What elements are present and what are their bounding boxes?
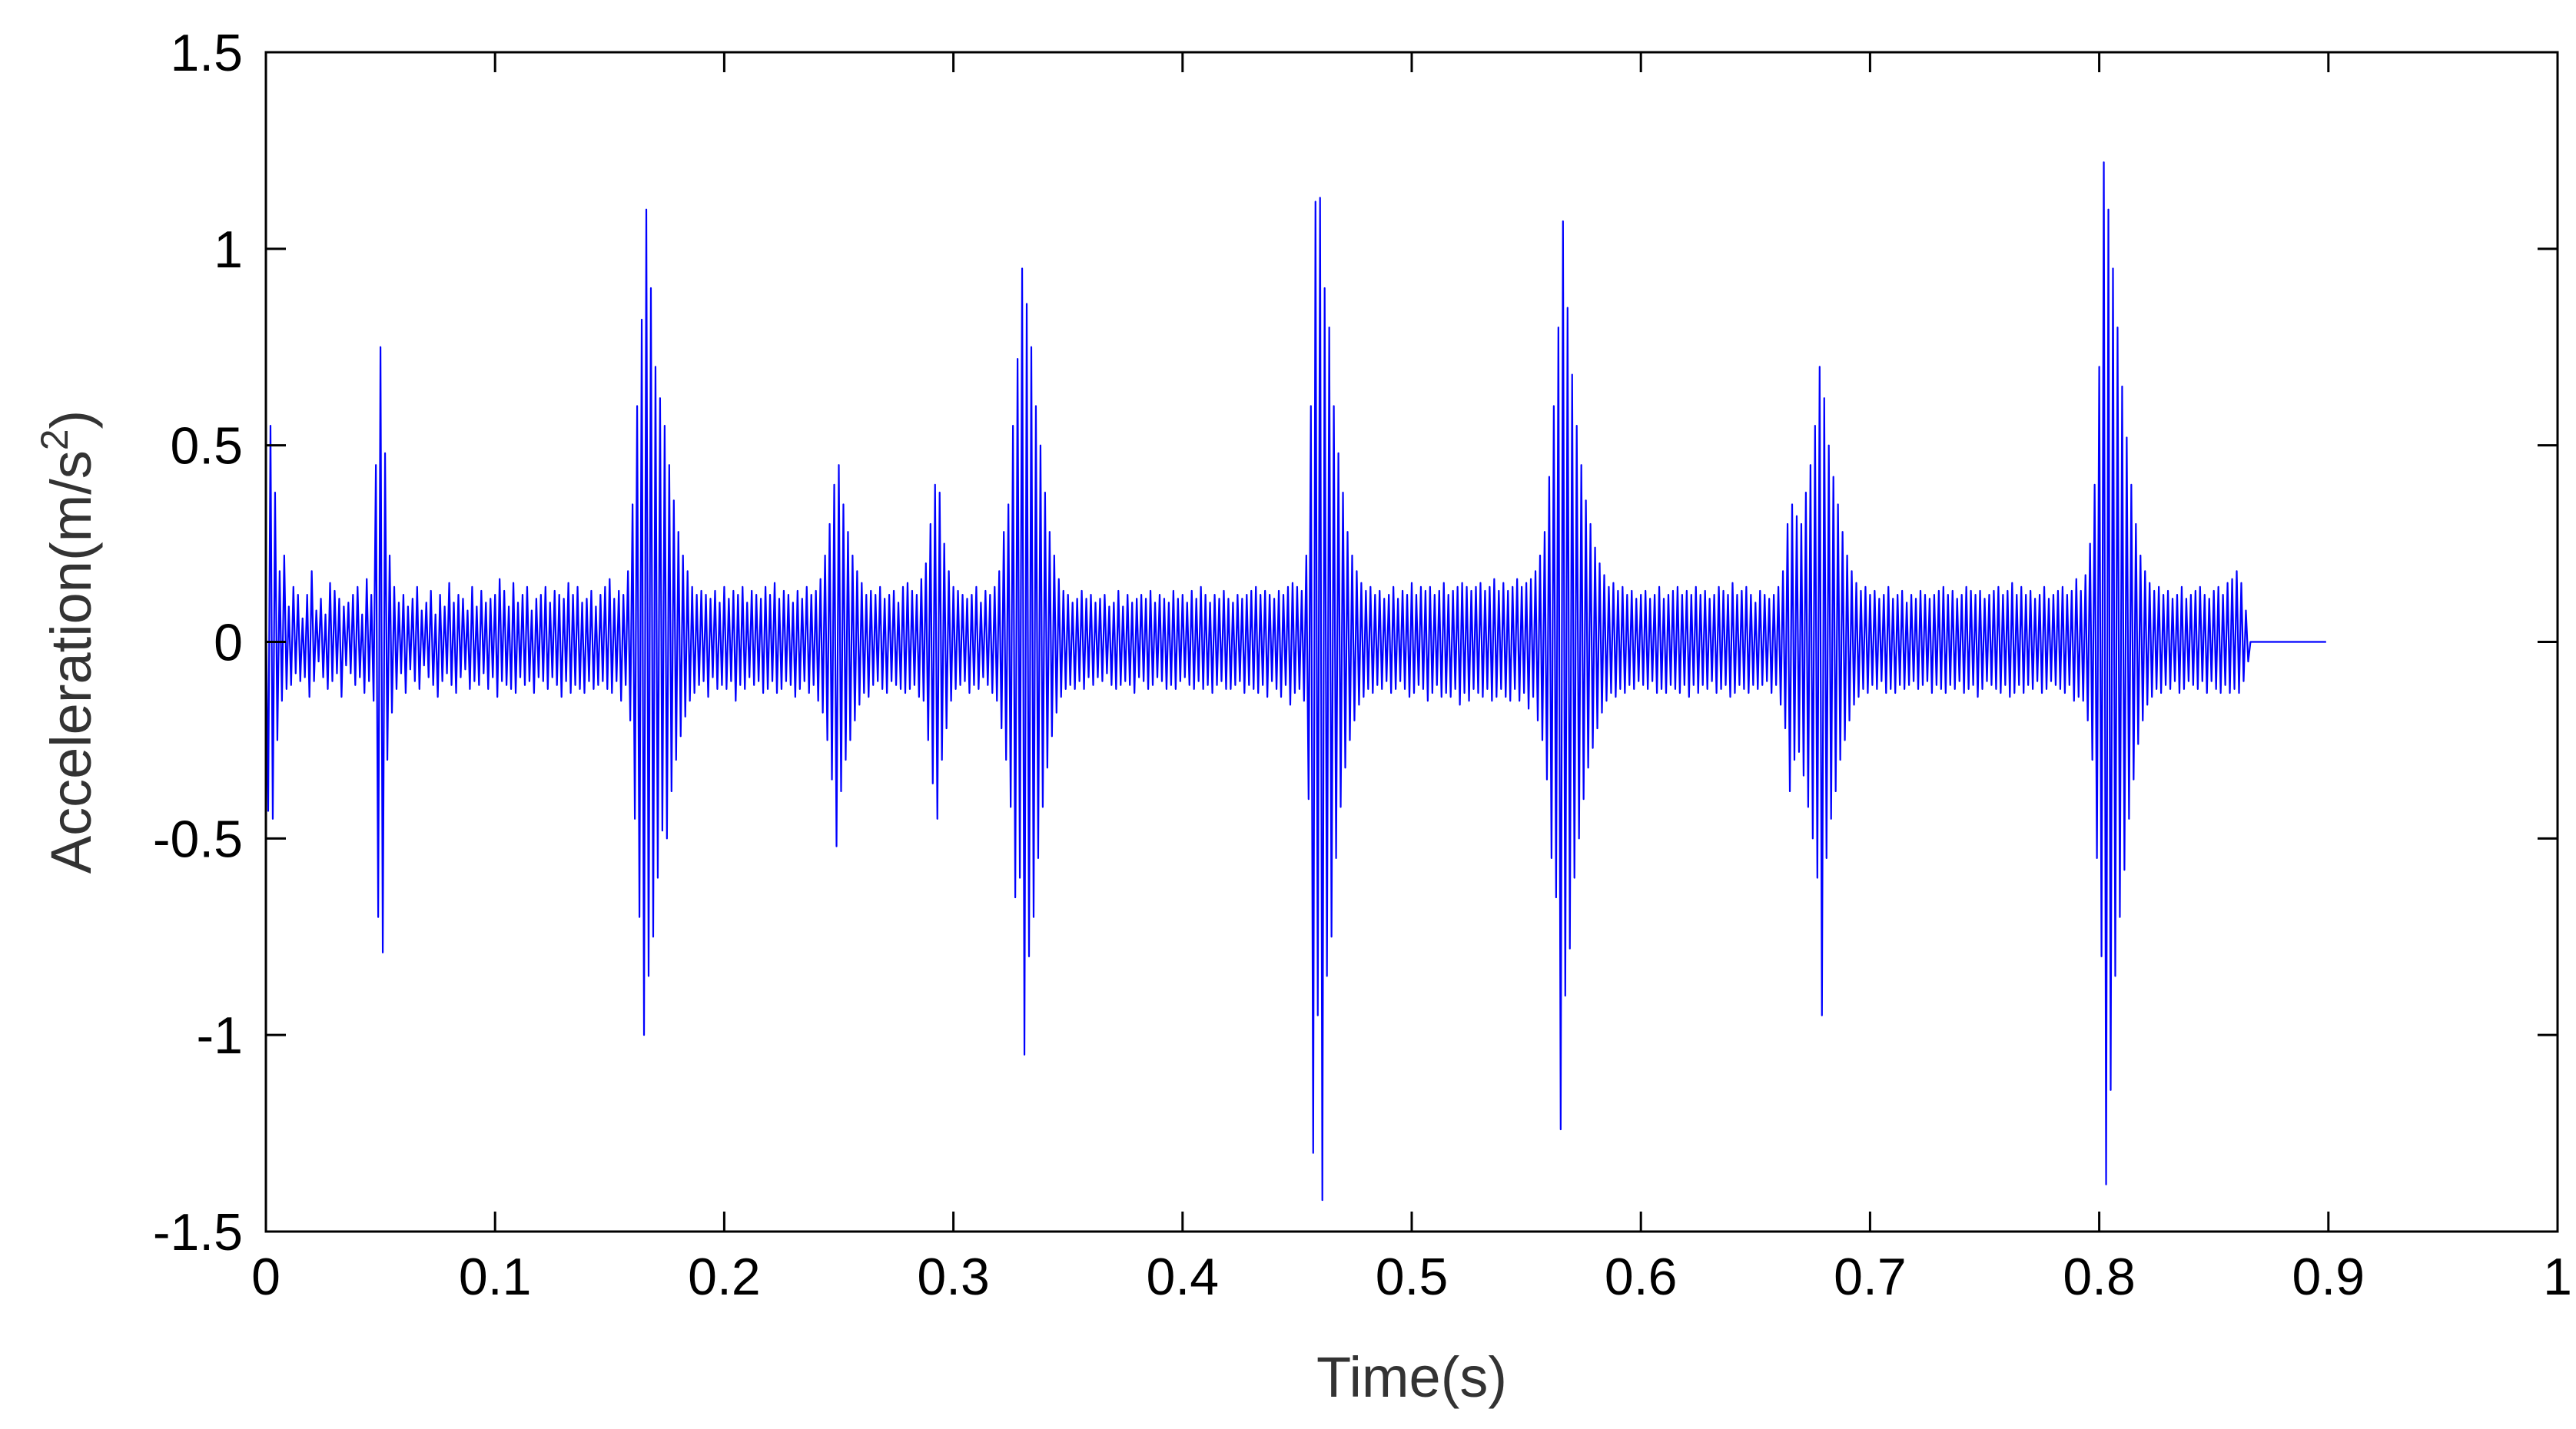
y-tick-label: -1.5	[153, 1203, 243, 1262]
y-tick-label: -0.5	[153, 810, 243, 868]
x-tick-label: 0.8	[2063, 1248, 2136, 1306]
y-tick-label: 0.5	[170, 417, 243, 476]
y-axis-title-superscript: 2	[33, 429, 76, 450]
y-axis-title-base: Acceleration(m/s	[39, 450, 103, 874]
series-line	[264, 161, 2326, 1202]
y-axis-title-close: )	[39, 410, 103, 429]
x-tick-label: 0.6	[1605, 1248, 1678, 1306]
x-tick-label: 0.3	[917, 1248, 990, 1306]
x-axis-ticks: 0 0.1 0.2 0.3 0.4 0.5 0.6 0.7 0.8 0.9 1	[251, 52, 2572, 1306]
x-axis-title: Time(s)	[1316, 1345, 1507, 1409]
y-tick-label: 0	[214, 614, 243, 672]
x-tick-label: 0.7	[1834, 1248, 1907, 1306]
y-axis-ticks: -1.5 -1 -0.5 0 0.5 1 1.5	[153, 24, 2558, 1262]
x-tick-label: 0	[251, 1248, 281, 1306]
plot-area	[264, 161, 2326, 1202]
y-axis-title: Acceleration(m/s2)	[33, 410, 103, 874]
x-tick-label: 0.9	[2292, 1248, 2365, 1306]
x-tick-label: 0.1	[459, 1248, 532, 1306]
x-tick-label: 1	[2543, 1248, 2572, 1306]
x-tick-label: 0.5	[1376, 1248, 1449, 1306]
y-tick-label: -1	[197, 1006, 243, 1065]
x-tick-label: 0.4	[1147, 1248, 1220, 1306]
y-tick-label: 1	[214, 220, 243, 279]
y-tick-label: 1.5	[170, 24, 243, 82]
x-tick-label: 0.2	[688, 1248, 761, 1306]
